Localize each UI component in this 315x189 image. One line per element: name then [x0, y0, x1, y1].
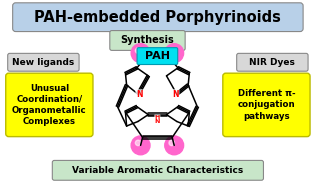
Text: Different π-
conjugation
pathways: Different π- conjugation pathways	[238, 89, 295, 121]
Text: New ligands: New ligands	[12, 58, 75, 67]
Text: NIR Dyes: NIR Dyes	[249, 58, 295, 67]
FancyBboxPatch shape	[13, 3, 303, 32]
FancyBboxPatch shape	[52, 160, 263, 180]
Circle shape	[135, 48, 141, 53]
Circle shape	[135, 140, 141, 146]
Text: Unusual
Coordination/
Organometallic
Complexes: Unusual Coordination/ Organometallic Com…	[12, 84, 87, 126]
Circle shape	[131, 136, 150, 155]
FancyBboxPatch shape	[237, 53, 308, 71]
Text: PAH: PAH	[145, 51, 170, 61]
Text: N: N	[173, 90, 179, 99]
FancyBboxPatch shape	[6, 73, 93, 137]
Text: Variable Aromatic Characteristics: Variable Aromatic Characteristics	[72, 166, 243, 175]
FancyBboxPatch shape	[137, 48, 178, 64]
Text: N: N	[136, 90, 142, 99]
Text: H
N: H N	[155, 115, 160, 124]
Circle shape	[165, 44, 184, 63]
Text: PAH-embedded Porphyrinoids: PAH-embedded Porphyrinoids	[34, 10, 281, 25]
FancyBboxPatch shape	[223, 73, 310, 137]
Circle shape	[131, 44, 150, 63]
FancyBboxPatch shape	[110, 31, 185, 50]
Text: Synthesis: Synthesis	[121, 36, 174, 46]
Circle shape	[169, 48, 175, 53]
FancyBboxPatch shape	[8, 53, 79, 71]
Circle shape	[165, 136, 184, 155]
Circle shape	[169, 140, 175, 146]
